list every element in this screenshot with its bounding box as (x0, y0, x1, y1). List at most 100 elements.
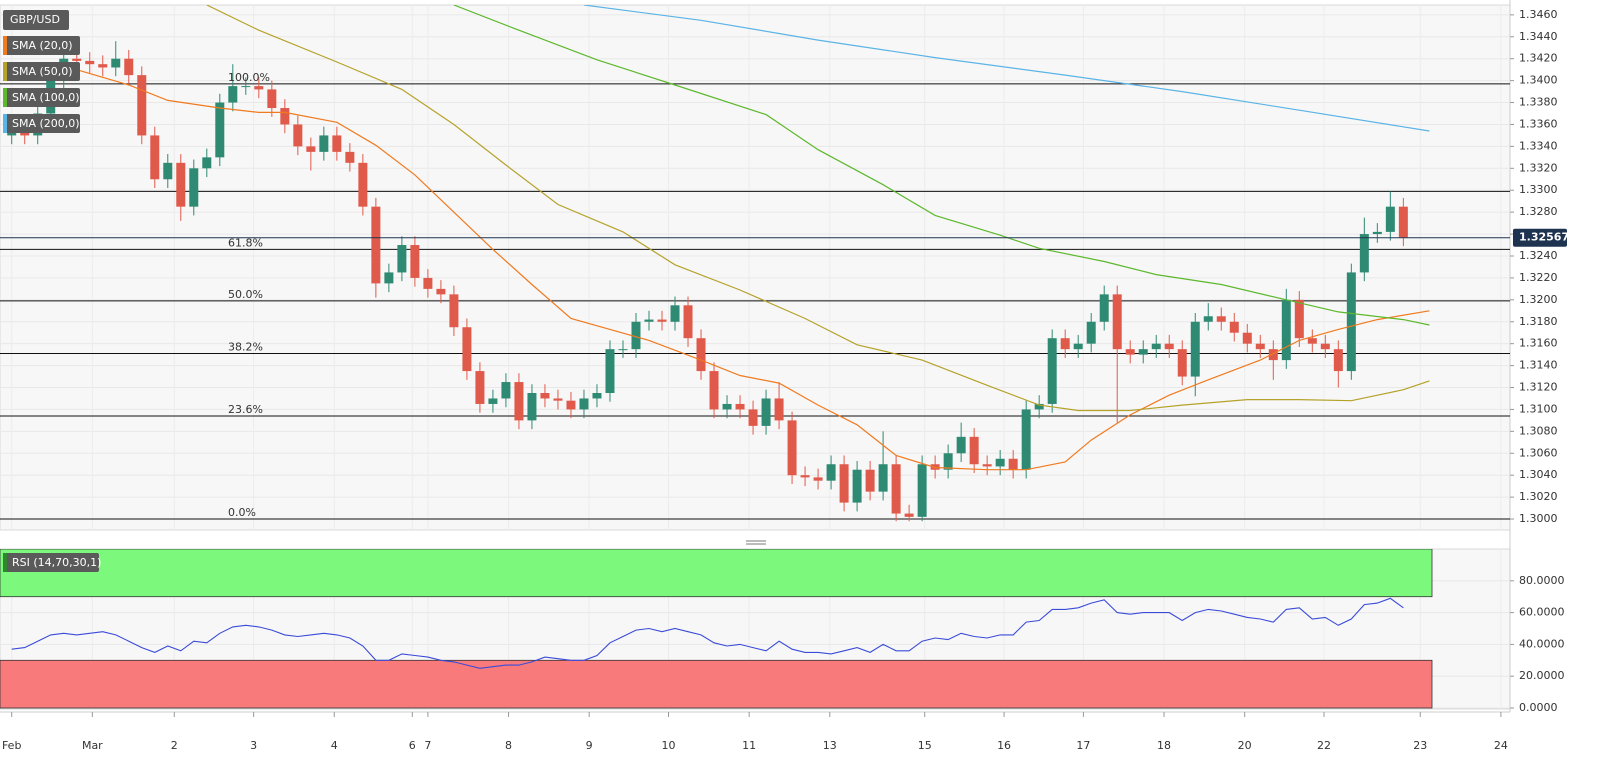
y-tick-label: 1.3180 (1519, 315, 1558, 328)
candle-body (371, 206, 381, 284)
candle-body (1047, 338, 1057, 404)
candle-body (839, 464, 849, 503)
candle-body (631, 321, 641, 350)
candle-body (917, 464, 927, 517)
candle-body (124, 58, 134, 76)
candle-body (826, 464, 836, 481)
candle-body (1060, 338, 1070, 350)
x-tick-label: 7 (424, 739, 431, 752)
chart-title: GBP/USD (10, 13, 60, 26)
rsi-zone (0, 549, 1433, 598)
candle-body (1216, 316, 1226, 322)
y-tick-label: 1.3420 (1519, 52, 1558, 65)
candle-body (969, 436, 979, 465)
candle-body (306, 146, 316, 152)
candle-body (1203, 316, 1213, 322)
candle-body (553, 398, 563, 401)
candle-body (1112, 294, 1122, 350)
candle-body (579, 398, 589, 410)
candle-body (1294, 299, 1304, 339)
candle-body (1008, 458, 1018, 470)
candle-body (1307, 338, 1317, 344)
candle-body (1151, 343, 1161, 350)
candle-body (1229, 321, 1239, 333)
candle-body (605, 349, 615, 393)
sma-line (453, 5, 1430, 326)
legend-swatch (3, 114, 7, 133)
candle-body (1268, 349, 1278, 361)
candle-body (1034, 403, 1044, 410)
last-price-box (1513, 228, 1567, 247)
fib-label: 38.2% (228, 341, 263, 354)
candle-body (683, 305, 693, 339)
y-tick-label: 1.3400 (1519, 74, 1558, 87)
y-tick-label: 0.0000 (1519, 701, 1558, 714)
y-tick-label: 1.3120 (1519, 381, 1558, 394)
candle-body (150, 135, 160, 180)
candle-body (748, 409, 758, 426)
x-tick-label: 23 (1413, 739, 1427, 752)
candle-body (813, 477, 823, 481)
y-tick-label: 1.3320 (1519, 161, 1558, 174)
candle-body (670, 305, 680, 322)
candle-body (982, 464, 992, 467)
y-tick-label: 1.3340 (1519, 139, 1558, 152)
last-price-label: 1.32567 (1519, 231, 1569, 244)
title-box (3, 10, 69, 30)
y-tick-label: 1.3380 (1519, 96, 1558, 109)
candle-body (800, 475, 810, 478)
candle-body (137, 75, 147, 136)
candle-body (878, 464, 888, 492)
legend-label: SMA (100,0) (12, 91, 80, 104)
candle-body (111, 58, 121, 68)
rsi-zone (0, 659, 1433, 709)
candle-body (358, 162, 368, 207)
legend-swatch (3, 88, 7, 107)
candle-body (657, 319, 667, 322)
candle-body (1333, 349, 1343, 372)
plot-area (0, 5, 1510, 530)
candle-body (995, 458, 1005, 467)
y-tick-label: 1.3460 (1519, 8, 1558, 21)
candle-body (1242, 332, 1252, 344)
candle-body (189, 168, 199, 207)
y-tick-label: 1.3080 (1519, 424, 1558, 437)
x-tick-label: 16 (997, 739, 1011, 752)
candle-body (215, 102, 225, 158)
legend-box (3, 114, 80, 133)
fib-label: 100.0% (228, 71, 270, 84)
candle-body (852, 469, 862, 503)
y-tick-label: 1.3280 (1519, 205, 1558, 218)
candle-body (696, 338, 706, 372)
plot-area (0, 549, 1510, 709)
candle-body (761, 398, 771, 426)
candle-body (228, 86, 238, 103)
legend-label: SMA (20,0) (12, 39, 73, 52)
candle-body (462, 327, 472, 372)
candle-body (891, 464, 901, 514)
candle-body (514, 382, 524, 421)
candle-body (865, 469, 875, 492)
y-tick-label: 80.0000 (1519, 574, 1565, 587)
candle-body (475, 371, 485, 404)
title-box (3, 553, 99, 572)
candle-body (436, 288, 446, 295)
rsi-line (11, 597, 1404, 669)
y-tick-label: 1.3200 (1519, 293, 1558, 306)
candle-body (241, 86, 251, 88)
fib-label: 23.6% (228, 403, 263, 416)
fib-label: 50.0% (228, 288, 263, 301)
candle-body (566, 400, 576, 410)
legend-swatch (3, 62, 7, 81)
y-tick-label: 1.3160 (1519, 337, 1558, 350)
candle-body (267, 89, 277, 109)
candle-body (319, 135, 329, 152)
x-tick-label: Mar (82, 739, 103, 752)
candle-body (332, 135, 342, 152)
candle-body (1372, 231, 1382, 235)
panel-divider[interactable] (746, 540, 766, 545)
candle-body (1021, 409, 1031, 470)
y-tick-label: 1.3240 (1519, 249, 1558, 262)
x-tick-label: 4 (331, 739, 338, 752)
